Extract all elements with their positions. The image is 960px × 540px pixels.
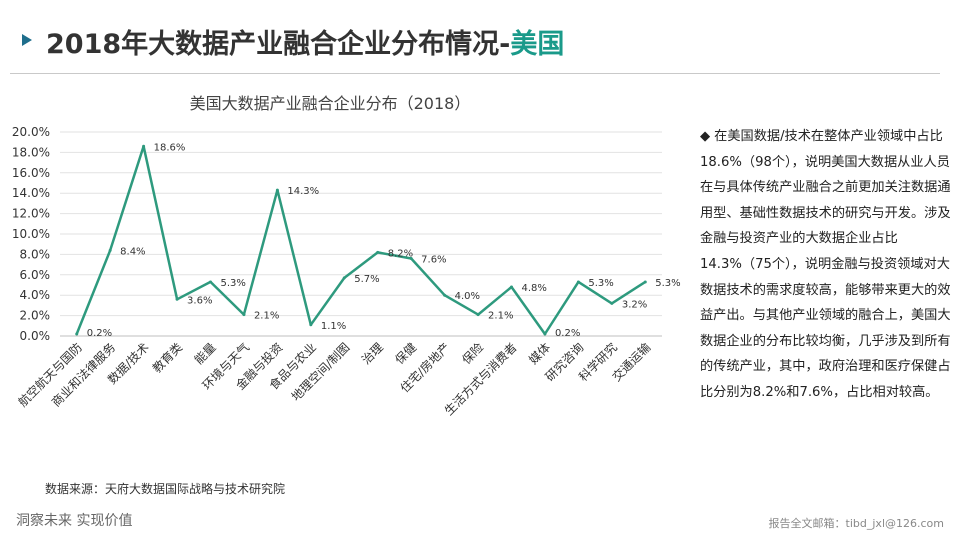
y-tick-label: 10.0% (12, 227, 50, 241)
data-label: 5.3% (221, 278, 246, 289)
data-point (342, 276, 346, 280)
x-tick-label: 保险 (459, 340, 487, 368)
data-point (142, 144, 146, 148)
x-tick-label: 教育类 (149, 340, 185, 376)
data-label: 5.7% (354, 274, 379, 285)
x-tick-label: 治理 (359, 340, 386, 367)
line-chart: 0.0% 2.0% 4.0% 6.0% 8.0% 10.0% 12.0% 14.0% 16.0%… (12, 125, 681, 418)
analysis-note: ◆ 在美国数据/技术在整体产业领域中占比18.6%（98个），说明美国大数据从业人… (700, 124, 952, 406)
footer-slogan: 洞察未来 实现价值 (16, 513, 133, 529)
data-label: 18.6% (154, 142, 186, 153)
data-point (409, 256, 413, 260)
data-point (275, 188, 279, 192)
data-label: 3.2% (622, 299, 647, 310)
y-tick-label: 18.0% (12, 145, 50, 159)
footer-contact: 报告全文邮箱：tibd_jxl@126.com (768, 517, 944, 530)
data-label: 4.0% (455, 291, 480, 302)
data-point (75, 332, 79, 336)
data-label: 8.2% (388, 248, 413, 259)
data-label: 4.8% (522, 283, 547, 294)
data-point (175, 297, 179, 301)
title-divider (10, 73, 940, 74)
page-title-main: 2018年大数据产业融合企业分布情况- (46, 29, 511, 60)
data-point (108, 248, 112, 252)
y-tick-label: 4.0% (20, 288, 51, 302)
chart-title: 美国大数据产业融合企业分布（2018） (189, 94, 471, 113)
data-label: 0.2% (555, 328, 580, 339)
data-point (242, 313, 246, 317)
x-tick-label: 能量 (192, 340, 219, 367)
data-point (209, 280, 212, 284)
y-tick-label: 12.0% (12, 207, 50, 221)
y-tick-label: 14.0% (12, 186, 50, 200)
note-text: 在美国数据/技术在整体产业领域中占比18.6%（98个），说明美国大数据从业人员… (700, 129, 951, 400)
y-tick-label: 20.0% (12, 125, 50, 139)
data-label: 0.2% (87, 328, 112, 339)
data-label: 5.3% (655, 278, 680, 289)
data-point (576, 280, 580, 284)
data-point (610, 301, 614, 305)
data-label: 3.6% (187, 295, 212, 306)
data-point (376, 250, 380, 254)
data-point (510, 285, 513, 289)
y-tick-label: 6.0% (20, 268, 51, 282)
data-label: 1.1% (321, 321, 346, 332)
x-tick-label: 媒体 (526, 340, 553, 367)
data-point (309, 323, 313, 327)
title-marker-icon (22, 34, 32, 46)
data-point (643, 280, 647, 284)
data-point (476, 313, 480, 317)
data-label: 8.4% (120, 246, 145, 257)
page-title-accent: 美国 (510, 29, 565, 60)
data-point (543, 332, 547, 336)
data-label: 5.3% (588, 278, 613, 289)
data-source: 数据来源：天府大数据国际战略与技术研究院 (45, 482, 286, 496)
x-tick-label: 保健 (392, 340, 419, 367)
page-title: 2018年大数据产业融合企业分布情况-美国 (46, 22, 564, 61)
y-tick-label: 0.0% (20, 329, 51, 343)
series-line (75, 145, 646, 336)
y-tick-label: 8.0% (20, 247, 51, 261)
data-label: 14.3% (287, 186, 319, 197)
y-tick-label: 2.0% (20, 309, 51, 323)
data-point (443, 293, 447, 297)
data-label: 2.1% (254, 311, 279, 322)
data-label: 2.1% (488, 311, 513, 322)
note-bullet-icon: ◆ (700, 129, 711, 144)
data-label: 7.6% (421, 254, 446, 265)
y-tick-label: 16.0% (12, 166, 50, 180)
